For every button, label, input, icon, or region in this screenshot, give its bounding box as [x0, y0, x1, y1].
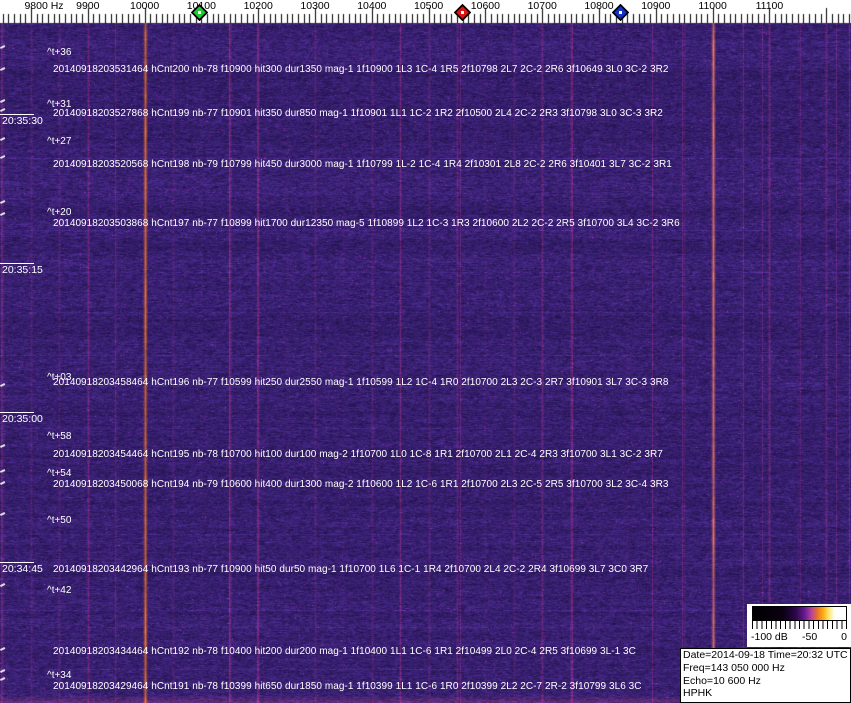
- freq-axis-label: 10200: [243, 0, 273, 12]
- event-time-marker: ^t+20: [47, 207, 72, 218]
- freq-axis-label: 10600: [470, 0, 500, 12]
- info-station-line: HPHK: [683, 687, 713, 700]
- freq-axis-label: 10400: [357, 0, 387, 12]
- freq-axis-label: 9900: [76, 0, 100, 12]
- event-time-marker: ^t+34: [47, 670, 72, 681]
- time-axis-label: 20:35:30: [2, 115, 43, 127]
- event-time-marker: ^t+27: [47, 136, 72, 147]
- time-tick-line: [0, 412, 34, 413]
- event-data-line: 20140918203434464 hCnt192 nb-78 f10400 h…: [53, 646, 636, 657]
- freq-axis-label: 10300: [300, 0, 330, 12]
- color-gradient-bar: [752, 606, 847, 621]
- event-data-line: 20140918203520568 hCnt198 nb-79 f10799 h…: [53, 159, 672, 170]
- status-info-box: Date=2014-09-18 Time=20:32 UTC Freq=143 …: [680, 648, 851, 703]
- event-data-line: 20140918203429464 hCnt191 nb-78 f10399 h…: [53, 681, 642, 692]
- event-data-line: 20140918203503868 hCnt197 nb-77 f10899 h…: [53, 218, 680, 229]
- time-tick-line: [0, 114, 34, 115]
- time-axis-label: 20:34:45: [2, 563, 43, 575]
- color-scale-ticks: [752, 621, 847, 629]
- freq-axis-label: 11100: [755, 0, 784, 12]
- info-date-line: Date=2014-09-18 Time=20:32 UTC: [683, 649, 848, 661]
- freq-axis-label: 10500: [413, 0, 444, 12]
- event-time-marker: ^t+42: [47, 585, 72, 596]
- db-mid-label: -50: [802, 631, 818, 643]
- freq-axis-label: 10000: [129, 0, 160, 12]
- event-time-marker: ^t+50: [47, 515, 72, 526]
- red-diamond-marker[interactable]: [453, 3, 472, 22]
- event-time-marker: ^t+54: [47, 468, 72, 479]
- time-tick-line: [0, 562, 34, 563]
- event-data-line: 20140918203454464 hCnt195 nb-78 f10700 h…: [53, 449, 663, 460]
- time-axis-label: 20:35:15: [2, 264, 43, 276]
- event-data-line: 20140918203450068 hCnt194 nb-79 f10600 h…: [53, 479, 669, 490]
- event-time-marker: ^t+31: [47, 99, 72, 110]
- freq-axis-label: 10700: [527, 0, 557, 12]
- time-tick-line: [0, 263, 34, 264]
- event-data-line: 20140918203531464 hCnt200 nb-78 f10900 h…: [53, 64, 669, 75]
- color-scale-panel: -100 dB -50 0: [747, 604, 851, 647]
- db-min-label: -100 dB: [751, 631, 788, 643]
- green-diamond-marker[interactable]: [190, 3, 208, 22]
- event-data-line: 20140918203527868 hCnt199 nb-77 f10901 h…: [53, 108, 663, 119]
- info-echo-line: Echo=10 600 Hz: [683, 674, 761, 687]
- blue-diamond-marker[interactable]: [611, 3, 630, 22]
- event-time-marker: ^t+03: [47, 372, 72, 383]
- freq-axis-label: 9800 Hz: [24, 0, 64, 12]
- event-time-marker: ^t+58: [47, 431, 72, 442]
- freq-axis-label: 10900: [641, 0, 671, 12]
- freq-axis-label: 11000: [698, 0, 727, 12]
- db-max-label: 0: [841, 631, 847, 643]
- event-data-line: 20140918203442964 hCnt193 nb-77 f10900 h…: [53, 564, 649, 575]
- event-time-marker: ^t+36: [47, 47, 72, 58]
- info-freq-line: Freq=143 050 000 Hz: [683, 661, 785, 674]
- freq-axis-label: 10800: [584, 0, 614, 12]
- event-data-line: 20140918203458464 hCnt196 nb-77 f10599 h…: [53, 377, 669, 388]
- time-axis-label: 20:35:00: [2, 413, 43, 425]
